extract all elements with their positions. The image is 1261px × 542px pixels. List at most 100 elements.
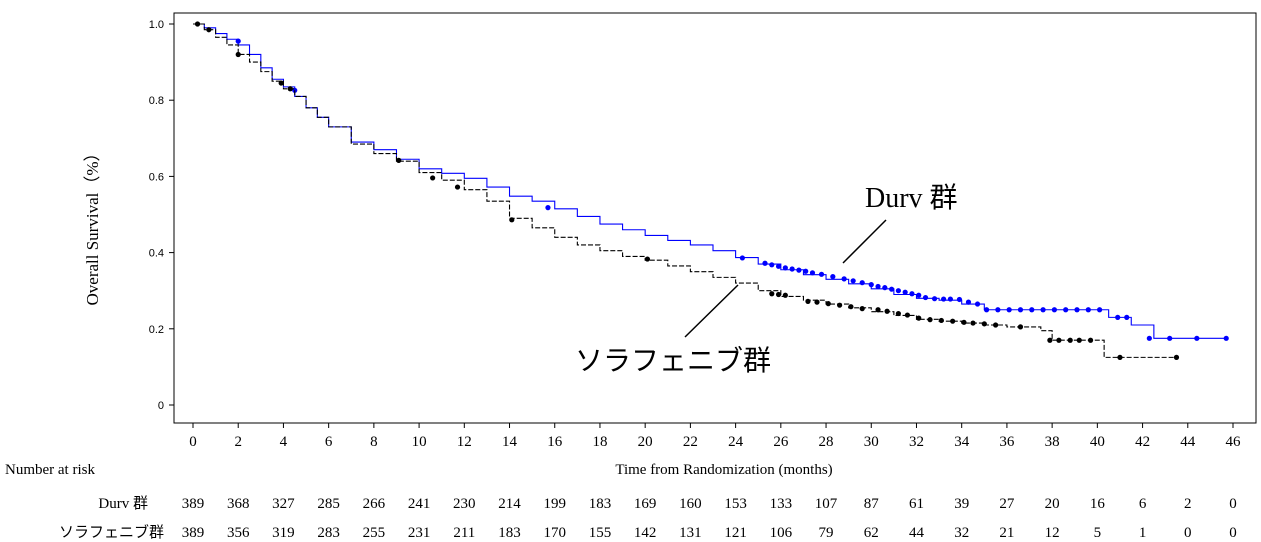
- risk-value: 32: [954, 525, 969, 541]
- censor-point-sorafenib: [814, 299, 820, 305]
- censor-point-sorafenib: [1173, 354, 1180, 360]
- risk-value: 183: [589, 496, 612, 512]
- censor-point-sorafenib: [454, 184, 461, 190]
- censor-point-durv: [809, 270, 816, 276]
- censor-point-durv: [875, 283, 881, 290]
- censor-point-durv: [803, 268, 809, 274]
- censor-point-durv: [941, 296, 947, 302]
- censor-point-durv: [922, 294, 929, 301]
- censor-point-durv: [818, 271, 825, 277]
- risk-value: 266: [363, 496, 386, 512]
- risk-value: 169: [634, 496, 657, 512]
- risk-value: 199: [543, 496, 566, 512]
- censor-point-durv: [850, 278, 856, 284]
- censor-point-sorafenib: [970, 320, 976, 326]
- censor-point-durv: [1029, 307, 1035, 313]
- series-layer: [193, 21, 1229, 360]
- censor-point-sorafenib: [859, 306, 865, 312]
- censor-point-durv: [235, 38, 241, 44]
- censor-point-durv: [1051, 307, 1057, 313]
- censor-point-sorafenib: [825, 301, 831, 307]
- censor-point-sorafenib: [916, 315, 922, 321]
- censor-point-sorafenib: [206, 27, 212, 33]
- x-tick-label: 30: [864, 434, 879, 450]
- risk-value: 214: [498, 496, 521, 512]
- x-tick-label: 18: [592, 434, 607, 450]
- series-line-durv: [193, 23, 1227, 339]
- censor-point-durv: [859, 280, 865, 286]
- censor-point-durv: [789, 266, 795, 272]
- risk-value: 0: [1184, 525, 1192, 541]
- x-tick-label: 36: [999, 434, 1015, 450]
- risk-table-values: 389 368 327 285 266 241 230 214 199 183 169 160 153 1…: [182, 496, 1237, 541]
- risk-value: 0: [1229, 496, 1237, 512]
- risk-value: 121: [724, 525, 747, 541]
- censor-point-sorafenib: [775, 291, 782, 298]
- x-tick-label: 14: [502, 434, 518, 450]
- censor-point-durv: [775, 263, 782, 269]
- censor-point-durv: [1063, 307, 1069, 313]
- risk-value: 160: [679, 496, 702, 512]
- x-tick-label: 40: [1090, 434, 1105, 450]
- censor-point-sorafenib: [769, 291, 775, 297]
- censor-point-sorafenib: [1047, 337, 1053, 343]
- censor-point-sorafenib: [875, 307, 881, 313]
- risk-value: 0: [1229, 525, 1237, 541]
- censor-point-sorafenib: [1087, 337, 1094, 343]
- censor-point-durv: [1097, 307, 1103, 313]
- censor-point-sorafenib: [644, 256, 651, 262]
- censor-point-sorafenib: [509, 217, 515, 223]
- x-tick-label: 28: [819, 434, 834, 450]
- censor-point-durv: [974, 301, 981, 307]
- risk-value: 389: [182, 525, 205, 541]
- risk-table-header: Number at risk: [5, 462, 95, 478]
- censor-point-sorafenib: [287, 86, 293, 92]
- censor-point-durv: [841, 276, 847, 282]
- risk-value: 27: [999, 496, 1015, 512]
- y-tick-label: 0.8: [149, 95, 164, 107]
- durv-annotation-pointer: [842, 219, 887, 264]
- x-tick-label: 8: [370, 434, 378, 450]
- risk-value: 12: [1045, 525, 1060, 541]
- censor-point-durv: [916, 292, 922, 298]
- x-tick-label: 4: [280, 434, 288, 450]
- censor-point-durv: [769, 262, 775, 268]
- censor-point-durv: [1006, 307, 1012, 313]
- censor-point-sorafenib: [938, 317, 944, 324]
- risk-value: 155: [589, 525, 612, 541]
- risk-value: 142: [634, 525, 657, 541]
- risk-value: 170: [543, 525, 566, 541]
- censor-point-durv: [983, 307, 990, 313]
- censor-point-sorafenib: [396, 157, 402, 163]
- durv-annotation: Durv 群: [865, 182, 958, 214]
- x-tick-label: 32: [909, 434, 924, 450]
- censor-point-durv: [1115, 314, 1121, 320]
- x-tick-label: 2: [234, 434, 242, 450]
- censor-point-durv: [830, 274, 836, 280]
- censor-point-sorafenib: [1117, 354, 1123, 360]
- risk-row-label-sorafenib: ソラフェニブ群: [59, 523, 164, 541]
- x-tick-label: 42: [1135, 434, 1150, 450]
- censor-point-sorafenib: [235, 51, 241, 58]
- censor-point-durv: [1074, 307, 1080, 313]
- risk-value: 62: [864, 525, 879, 541]
- censor-point-durv: [895, 288, 901, 294]
- censor-point-durv: [1017, 307, 1024, 313]
- x-tick-label: 20: [638, 434, 653, 450]
- risk-value: 106: [770, 525, 793, 541]
- censor-point-sorafenib: [895, 310, 901, 317]
- censor-point-sorafenib: [1067, 337, 1073, 343]
- risk-value: 255: [363, 525, 386, 541]
- censor-point-sorafenib: [927, 317, 933, 323]
- y-tick-label: 0.6: [149, 171, 164, 183]
- plot-frame: [173, 12, 1257, 424]
- x-tick-label: 22: [683, 434, 698, 450]
- series-line-sorafenib: [193, 23, 1177, 358]
- risk-value: 356: [227, 525, 250, 541]
- y-tick-label: 0.4: [149, 248, 164, 260]
- risk-value: 283: [317, 525, 340, 541]
- censor-point-sorafenib: [278, 80, 284, 86]
- censor-point-durv: [782, 265, 788, 271]
- x-axis-title: Time from Randomization (months): [615, 462, 832, 478]
